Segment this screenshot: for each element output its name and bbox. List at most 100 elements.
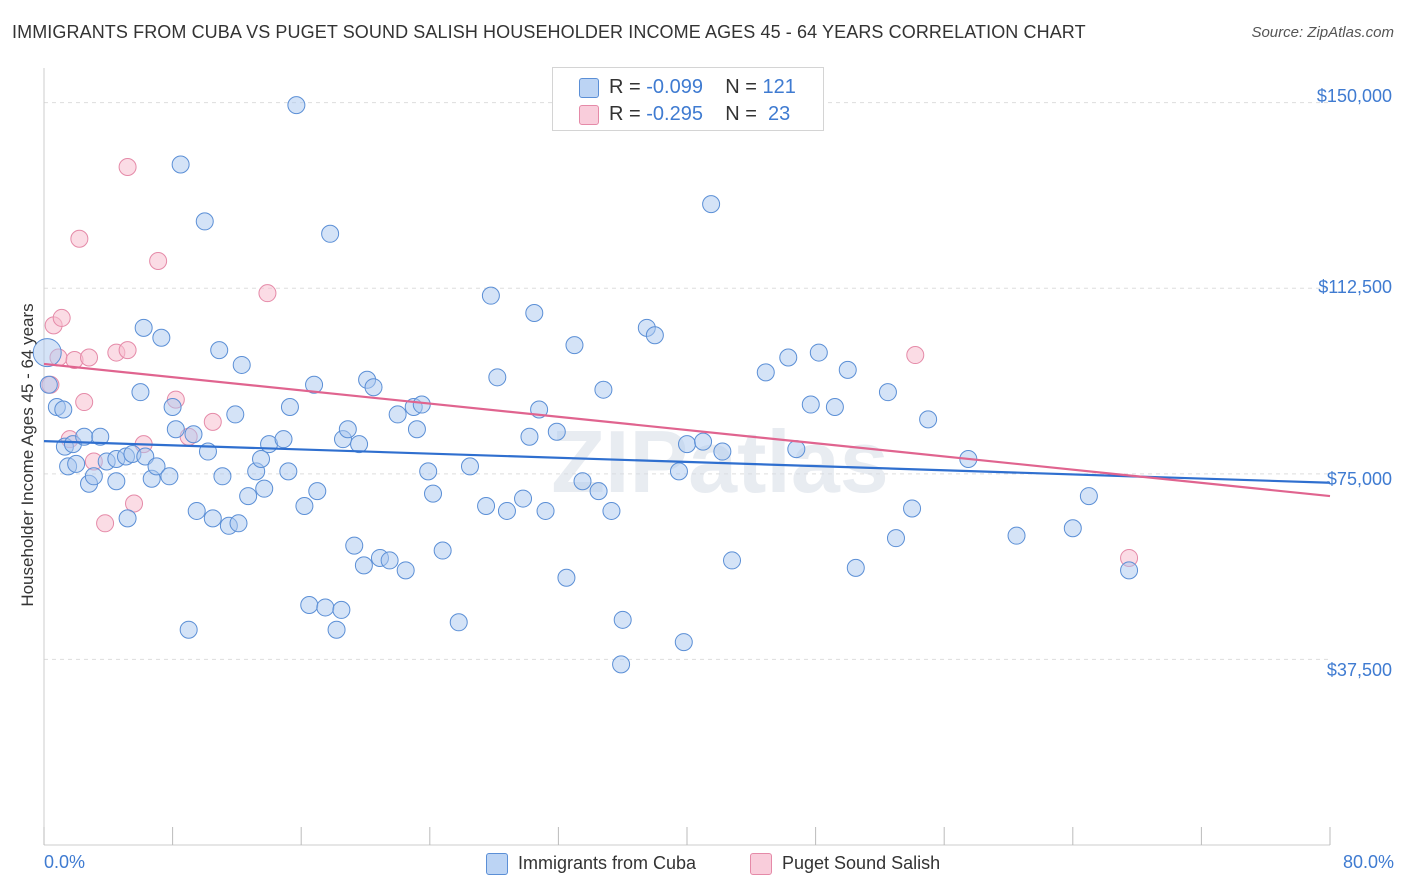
data-point-cuba [424, 484, 443, 503]
data-point-cuba [589, 482, 608, 501]
data-point-cuba [380, 551, 399, 570]
data-point-cuba [316, 598, 335, 617]
data-point-cuba [903, 499, 922, 518]
data-point-salish [80, 348, 99, 367]
legend-n-label: N = [725, 103, 757, 125]
data-point-salish [125, 494, 144, 513]
data-point-cuba [669, 462, 688, 481]
data-point-cuba [594, 380, 613, 399]
legend-n-value: 121 [762, 76, 796, 98]
x-tick-label-max: 80.0% [1342, 852, 1394, 872]
chart-title: IMMIGRANTS FROM CUBA VS PUGET SOUND SALI… [12, 22, 1086, 42]
data-point-cuba [645, 326, 664, 345]
data-point-salish [75, 393, 94, 412]
legend-n-value: 23 [768, 103, 791, 125]
data-point-cuba [308, 482, 327, 501]
legend-text: R = -0.099 N = 121 [609, 76, 796, 99]
data-point-cuba [239, 487, 258, 506]
data-point-cuba [674, 633, 693, 652]
data-point-cuba [210, 341, 229, 360]
data-point-cuba [332, 600, 351, 619]
data-point-salish [70, 229, 89, 248]
data-point-cuba [613, 610, 632, 629]
data-point-cuba [702, 195, 721, 214]
data-point-cuba [460, 457, 479, 476]
data-point-cuba [801, 395, 820, 414]
data-point-cuba [274, 430, 293, 449]
legend-r-value: -0.099 [646, 76, 703, 98]
legend-swatch-blue [579, 78, 599, 98]
series-immigrants-from-cuba [32, 96, 1139, 674]
data-point-cuba [166, 420, 185, 439]
data-point-cuba [232, 355, 251, 374]
data-point-cuba [131, 383, 150, 402]
data-point-cuba [713, 442, 732, 461]
gridlines [44, 102, 1330, 660]
legend-swatch-pink [579, 105, 599, 125]
data-point-cuba [846, 558, 865, 577]
data-point-cuba [756, 363, 775, 382]
y-tick-label: $112,500 [1318, 277, 1392, 297]
data-point-cuba [919, 410, 938, 429]
source-credit: Source: ZipAtlas.com [1251, 24, 1394, 41]
data-point-cuba [557, 568, 576, 587]
bottom-legend-swatch-pink [750, 853, 772, 875]
data-point-cuba [252, 449, 271, 468]
data-point-cuba [723, 551, 742, 570]
data-point-cuba [39, 375, 58, 394]
data-point-cuba [407, 420, 426, 439]
data-point-cuba [388, 405, 407, 424]
legend-r-value: -0.295 [646, 103, 703, 125]
data-point-cuba [787, 440, 806, 459]
data-point-cuba [878, 383, 897, 402]
data-point-cuba [300, 595, 319, 614]
data-point-cuba [91, 427, 110, 446]
data-point-cuba [412, 395, 431, 414]
data-point-cuba [187, 501, 206, 520]
data-point-cuba [364, 378, 383, 397]
data-point-cuba [433, 541, 452, 560]
legend: R = -0.099 N = 121 R = -0.295 N = 23 [552, 67, 824, 131]
data-point-cuba [488, 368, 507, 387]
data-point-cuba [497, 501, 516, 520]
y-tick-label: $37,500 [1326, 660, 1392, 680]
data-point-cuba [886, 529, 905, 548]
data-point-cuba [107, 472, 126, 491]
data-point-cuba [396, 561, 415, 580]
data-point-cuba [213, 467, 232, 486]
data-point-cuba [226, 405, 245, 424]
data-point-salish [258, 284, 277, 303]
data-point-cuba [118, 509, 137, 528]
data-point-cuba [838, 360, 857, 379]
data-point-salish [203, 412, 222, 431]
data-point-cuba [195, 212, 214, 231]
data-point-cuba [354, 556, 373, 575]
data-point-cuba [350, 435, 369, 454]
data-point-salish [96, 514, 115, 533]
data-point-cuba [1079, 487, 1098, 506]
data-point-salish [118, 157, 137, 176]
data-point-cuba [565, 336, 584, 355]
data-point-cuba [255, 479, 274, 498]
data-point-cuba [547, 422, 566, 441]
data-point-cuba [32, 338, 62, 368]
data-point-cuba [520, 427, 539, 446]
data-point-cuba [525, 303, 544, 322]
trend-line-cuba [43, 440, 1331, 484]
data-point-cuba [279, 462, 298, 481]
data-point-cuba [481, 286, 500, 305]
x-tick-marks [43, 827, 1331, 845]
watermark: ZIPatlas [551, 412, 888, 511]
data-point-cuba [1063, 519, 1082, 538]
data-point-cuba [449, 613, 468, 632]
y-tick-label: $75,000 [1326, 469, 1392, 489]
data-point-cuba [345, 536, 364, 555]
data-point-cuba [163, 398, 182, 417]
data-point-cuba [514, 489, 533, 508]
data-point-cuba [321, 224, 340, 243]
data-point-salish [906, 346, 925, 365]
data-point-salish [118, 341, 137, 360]
data-point-salish [52, 308, 71, 327]
data-point-cuba [612, 655, 631, 674]
